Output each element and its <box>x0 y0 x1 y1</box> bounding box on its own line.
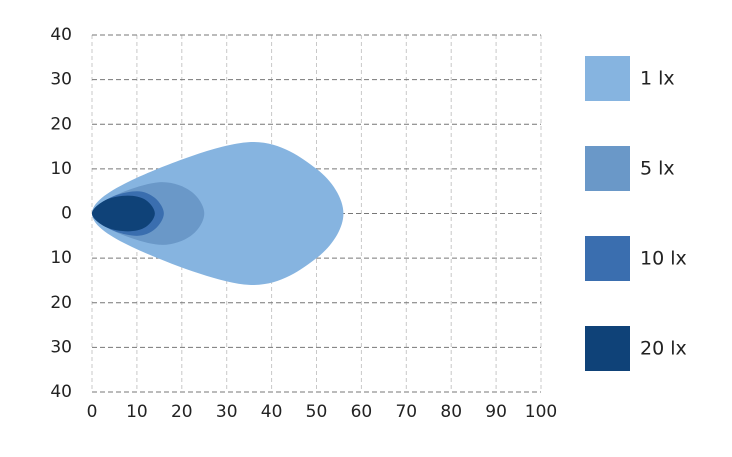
x-tick-label: 20 <box>171 402 193 422</box>
y-tick-label: 0 <box>61 204 72 224</box>
y-tick-label: 10 <box>50 159 72 179</box>
x-tick-label: 0 <box>87 402 98 422</box>
legend-swatch <box>585 146 630 191</box>
x-tick-label: 70 <box>395 402 417 422</box>
x-tick-label: 100 <box>525 402 557 422</box>
x-tick-label: 80 <box>440 402 462 422</box>
legend-swatch <box>585 326 630 371</box>
legend-swatch <box>585 236 630 281</box>
legend-label: 20 lx <box>640 338 687 360</box>
x-tick-label: 50 <box>306 402 328 422</box>
legend-label: 1 lx <box>640 68 675 90</box>
x-tick-label: 10 <box>126 402 148 422</box>
y-tick-label: 30 <box>50 70 72 90</box>
y-tick-label: 40 <box>50 382 72 402</box>
legend-swatch <box>585 56 630 101</box>
isolux-area <box>92 142 344 285</box>
legend-label: 5 lx <box>640 158 675 180</box>
y-tick-label: 20 <box>50 114 72 134</box>
x-tick-label: 30 <box>216 402 238 422</box>
y-tick-label: 20 <box>50 293 72 313</box>
y-tick-label: 30 <box>50 337 72 357</box>
y-tick-label: 40 <box>50 25 72 45</box>
legend-label: 10 lx <box>640 248 687 270</box>
x-tick-label: 90 <box>485 402 507 422</box>
isolux-area <box>92 195 155 232</box>
x-tick-label: 40 <box>261 402 283 422</box>
x-tick-label: 60 <box>351 402 373 422</box>
y-tick-label: 10 <box>50 248 72 268</box>
